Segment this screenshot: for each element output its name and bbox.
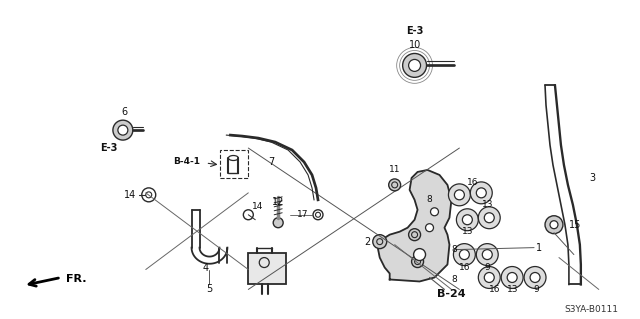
Text: 16: 16 xyxy=(459,263,470,272)
Text: 8: 8 xyxy=(452,245,458,254)
Circle shape xyxy=(118,125,128,135)
Text: 7: 7 xyxy=(268,157,275,167)
Text: 13: 13 xyxy=(508,285,519,294)
Circle shape xyxy=(484,272,494,282)
Circle shape xyxy=(113,120,133,140)
Circle shape xyxy=(545,216,563,234)
Text: 3: 3 xyxy=(589,173,595,183)
Text: 9: 9 xyxy=(533,285,539,294)
Circle shape xyxy=(507,272,517,282)
Circle shape xyxy=(408,229,420,241)
Circle shape xyxy=(530,272,540,282)
Circle shape xyxy=(273,218,283,228)
Text: 17: 17 xyxy=(296,210,308,219)
Text: 10: 10 xyxy=(408,41,420,50)
Polygon shape xyxy=(378,170,451,281)
Circle shape xyxy=(431,208,438,216)
Circle shape xyxy=(426,224,433,232)
Text: 6: 6 xyxy=(122,107,128,117)
Circle shape xyxy=(408,59,420,71)
Text: B-24: B-24 xyxy=(437,289,466,300)
Text: 13: 13 xyxy=(461,227,473,236)
Text: B-4-1: B-4-1 xyxy=(173,158,200,167)
Text: 13: 13 xyxy=(481,200,493,209)
FancyBboxPatch shape xyxy=(248,253,286,285)
Circle shape xyxy=(470,182,492,204)
Text: 8: 8 xyxy=(452,275,458,284)
Circle shape xyxy=(483,249,492,260)
Circle shape xyxy=(550,221,558,229)
Text: 2: 2 xyxy=(365,237,371,247)
Circle shape xyxy=(456,209,478,231)
Text: 5: 5 xyxy=(206,285,212,294)
Circle shape xyxy=(476,188,486,198)
Circle shape xyxy=(501,267,523,288)
Circle shape xyxy=(484,213,494,223)
Circle shape xyxy=(413,249,426,261)
Text: 12: 12 xyxy=(272,197,284,207)
Circle shape xyxy=(454,190,465,200)
Circle shape xyxy=(412,256,424,268)
Text: 14: 14 xyxy=(252,202,264,211)
Circle shape xyxy=(449,184,470,206)
Text: 14: 14 xyxy=(124,190,136,200)
Circle shape xyxy=(524,267,546,288)
Text: E-3: E-3 xyxy=(406,26,423,35)
Circle shape xyxy=(462,215,472,225)
Text: FR.: FR. xyxy=(66,274,86,285)
Text: 16: 16 xyxy=(488,285,500,294)
Circle shape xyxy=(388,179,401,191)
Text: 9: 9 xyxy=(484,263,490,272)
Text: 4: 4 xyxy=(202,263,209,272)
Circle shape xyxy=(478,267,500,288)
Text: 15: 15 xyxy=(569,220,581,230)
Circle shape xyxy=(476,244,498,265)
Text: E-3: E-3 xyxy=(100,143,118,153)
Circle shape xyxy=(460,249,469,260)
Text: 8: 8 xyxy=(427,195,433,204)
Text: 16: 16 xyxy=(467,178,478,187)
Circle shape xyxy=(403,54,426,78)
Text: 1: 1 xyxy=(536,243,542,253)
Text: S3YA-B0111: S3YA-B0111 xyxy=(564,305,619,314)
Circle shape xyxy=(372,235,387,249)
Bar xyxy=(220,150,248,178)
Circle shape xyxy=(478,207,500,229)
Circle shape xyxy=(453,244,476,265)
Text: 11: 11 xyxy=(389,166,401,174)
